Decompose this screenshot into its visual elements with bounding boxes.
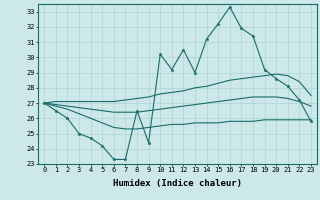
- X-axis label: Humidex (Indice chaleur): Humidex (Indice chaleur): [113, 179, 242, 188]
